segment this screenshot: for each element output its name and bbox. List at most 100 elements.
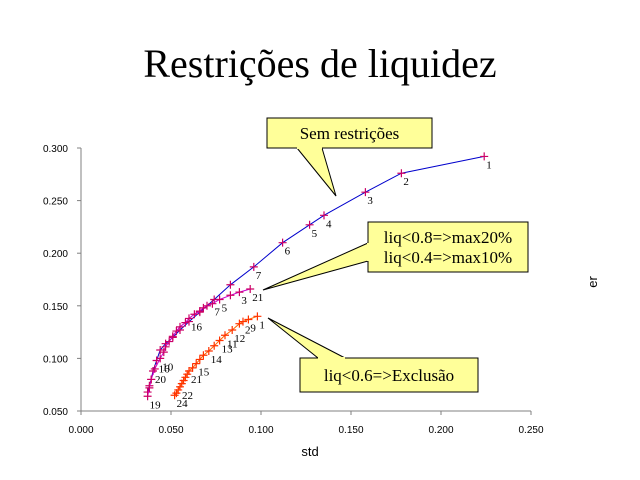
- data-point-marker: [204, 347, 213, 356]
- x-tick-label: 0.000: [68, 425, 93, 436]
- data-point-label: 24: [177, 398, 189, 410]
- data-point-label: 21: [191, 374, 202, 386]
- data-point-marker: [253, 312, 262, 321]
- callout-text: Sem restrições: [300, 124, 400, 143]
- data-point-label: 2: [403, 176, 409, 188]
- data-point-marker: [147, 375, 156, 384]
- data-point-marker: [228, 325, 237, 334]
- data-point-marker: [226, 280, 235, 289]
- x-axis-title: std: [301, 444, 318, 459]
- y-tick-label: 0.200: [43, 249, 68, 260]
- data-point-marker: [278, 238, 287, 247]
- series-line: [174, 315, 258, 396]
- callout-3: liq<0.6=>Exclusão: [267, 317, 479, 393]
- x-tick-label: 0.100: [248, 425, 273, 436]
- data-point-marker: [210, 341, 219, 350]
- data-point-marker: [170, 391, 179, 400]
- data-point-label: 6: [285, 246, 291, 258]
- data-point-marker: [246, 284, 255, 293]
- data-point-label: 22: [182, 390, 193, 402]
- callout-text: liq<0.4=>max10%: [384, 248, 512, 267]
- data-point-marker: [156, 354, 165, 363]
- data-point-marker: [244, 315, 253, 324]
- data-point-marker: [208, 299, 217, 308]
- data-point-label: 5: [222, 302, 228, 314]
- slide-title: Restrições de liquidez: [143, 41, 497, 86]
- callout-layer: Sem restrições liq<0.8=>max20%liq<0.4=>ma…: [262, 117, 529, 393]
- data-point-marker: [172, 327, 181, 336]
- data-point-marker: [215, 295, 224, 304]
- data-point-marker: [195, 355, 204, 364]
- chart-axes: [80, 148, 531, 412]
- data-point-label: 7: [214, 307, 220, 319]
- data-point-label: 9: [250, 322, 256, 334]
- callout-2: liq<0.8=>max20%liq<0.4=>max10%: [262, 221, 529, 291]
- callout-text: liq<0.6=>Exclusão: [324, 366, 454, 385]
- data-point-label: 12: [234, 333, 245, 345]
- axis-ticks: 0.000 0.050 0.100 0.150 0.200 0.2500.0500.100…: [43, 144, 544, 436]
- data-point-label: 5: [312, 228, 318, 240]
- callout-box: [300, 358, 478, 392]
- data-point-label: 11: [227, 338, 238, 350]
- x-tick-label: 0.050: [158, 425, 183, 436]
- data-point-marker: [143, 392, 152, 401]
- data-point-marker: [161, 342, 170, 351]
- x-tick-label: 0.250: [518, 425, 543, 436]
- series-line: [147, 288, 251, 397]
- data-point-marker: [320, 211, 328, 220]
- data-point-marker: [305, 220, 314, 229]
- data-point-label: 2: [245, 325, 251, 337]
- callout-1: Sem restrições: [266, 117, 433, 197]
- series-layer: 1234567162021357161019192121113141521222…: [143, 152, 492, 411]
- data-point-marker: [249, 262, 258, 271]
- data-point-marker: [235, 288, 244, 297]
- data-point-marker: [226, 291, 235, 300]
- data-point-marker: [397, 169, 406, 178]
- data-point-marker: [195, 307, 204, 316]
- data-point-label: 19: [150, 399, 162, 411]
- data-point-marker: [221, 331, 229, 340]
- data-point-label: 16: [191, 321, 203, 333]
- data-point-label: 3: [367, 195, 373, 207]
- data-point-label: 1: [486, 159, 492, 171]
- callout-pointer: [267, 317, 346, 359]
- data-point-label: 16: [159, 364, 171, 376]
- y-tick-label: 0.150: [43, 302, 68, 313]
- callout-text: liq<0.8=>max20%: [384, 228, 512, 247]
- data-point-marker: [192, 359, 201, 368]
- data-point-marker: [150, 364, 159, 373]
- y-axis-title: er: [585, 276, 600, 288]
- data-point-marker: [480, 152, 489, 161]
- data-point-label: 1: [259, 319, 265, 331]
- callout-border: [299, 357, 479, 393]
- data-point-label: 15: [198, 367, 210, 379]
- data-point-label: 3: [241, 295, 247, 307]
- data-point-marker: [235, 319, 244, 328]
- callout-border: [266, 117, 433, 149]
- x-tick-label: 0.200: [428, 425, 453, 436]
- data-point-marker: [215, 336, 224, 345]
- y-tick-label: 0.100: [43, 354, 68, 365]
- data-point-label: 13: [222, 344, 234, 356]
- data-point-label: 21: [252, 292, 263, 304]
- data-point-label: 10: [162, 361, 174, 373]
- data-point-marker: [361, 188, 370, 197]
- data-point-label: 4: [326, 218, 332, 230]
- data-point-marker: [181, 318, 190, 327]
- y-tick-label: 0.300: [43, 144, 68, 155]
- data-point-marker: [176, 322, 184, 331]
- data-point-label: 7: [256, 270, 262, 282]
- data-point-marker: [165, 337, 174, 346]
- callout-pointer: [296, 147, 337, 197]
- callout-box: [267, 118, 432, 148]
- callout-pointer: [262, 242, 369, 291]
- data-point-marker: [199, 351, 208, 360]
- data-point-marker: [185, 314, 193, 323]
- data-point-marker: [168, 332, 177, 341]
- y-tick-label: 0.250: [43, 197, 68, 208]
- data-point-marker: [190, 310, 199, 319]
- data-point-marker: [145, 383, 154, 392]
